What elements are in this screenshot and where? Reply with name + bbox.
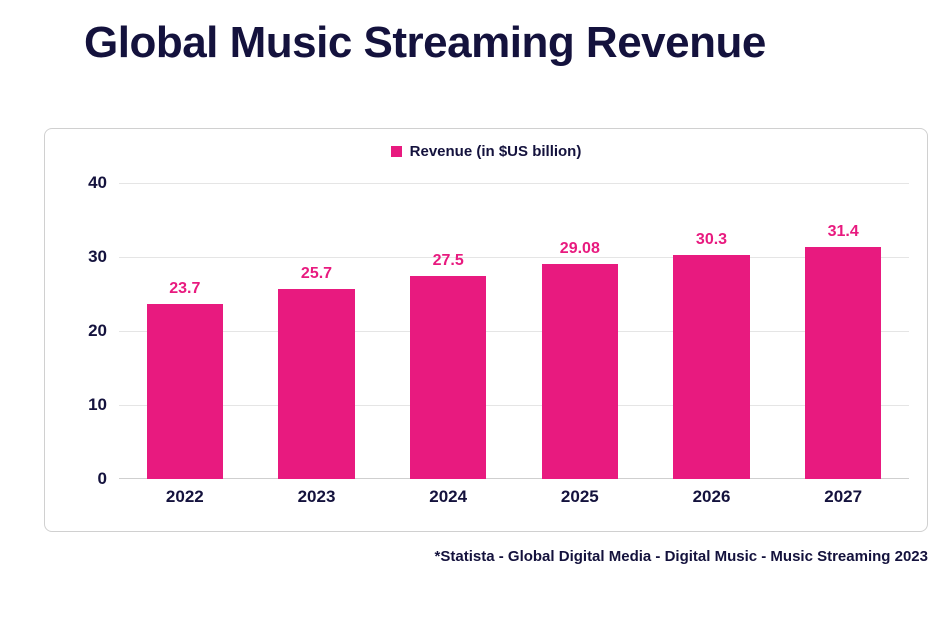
bar-slot: 25.7 [278, 265, 354, 479]
x-tick-label: 2027 [824, 487, 862, 507]
gridline [119, 331, 909, 332]
chart-card: Revenue (in $US billion) 01020304023.720… [44, 128, 928, 532]
x-tick-label: 2025 [561, 487, 599, 507]
bar-value-label: 25.7 [301, 265, 332, 283]
x-tick-label: 2026 [693, 487, 731, 507]
bar [278, 289, 354, 479]
gridline [119, 405, 909, 406]
x-tick-label: 2024 [429, 487, 467, 507]
bar-slot: 31.4 [805, 223, 881, 479]
bar-value-label: 30.3 [696, 231, 727, 249]
bar-value-label: 27.5 [433, 252, 464, 270]
legend-label: Revenue (in $US billion) [410, 143, 582, 160]
y-tick-label: 20 [88, 321, 107, 341]
bar-slot: 27.5 [410, 252, 486, 480]
chart-title: Global Music Streaming Revenue [0, 0, 952, 68]
chart-plot-area: 01020304023.7202225.7202327.5202429.0820… [119, 183, 909, 479]
y-tick-label: 0 [98, 469, 107, 489]
bar-value-label: 23.7 [169, 280, 200, 298]
chart-footnote: *Statista - Global Digital Media - Digit… [0, 548, 928, 565]
x-tick-label: 2023 [298, 487, 336, 507]
legend-swatch [391, 146, 402, 157]
bar-slot: 23.7 [147, 280, 223, 479]
bar-slot: 29.08 [542, 240, 618, 479]
x-axis-line [119, 478, 909, 479]
bar-slot: 30.3 [673, 231, 749, 479]
bar [410, 276, 486, 480]
bar-value-label: 31.4 [828, 223, 859, 241]
chart-legend: Revenue (in $US billion) [45, 143, 927, 160]
x-tick-label: 2022 [166, 487, 204, 507]
y-tick-label: 30 [88, 247, 107, 267]
bar [805, 247, 881, 479]
bar [542, 264, 618, 479]
bar [147, 304, 223, 479]
y-tick-label: 40 [88, 173, 107, 193]
bar-value-label: 29.08 [560, 240, 600, 258]
gridline [119, 257, 909, 258]
bar [673, 255, 749, 479]
gridline [119, 183, 909, 184]
y-tick-label: 10 [88, 395, 107, 415]
